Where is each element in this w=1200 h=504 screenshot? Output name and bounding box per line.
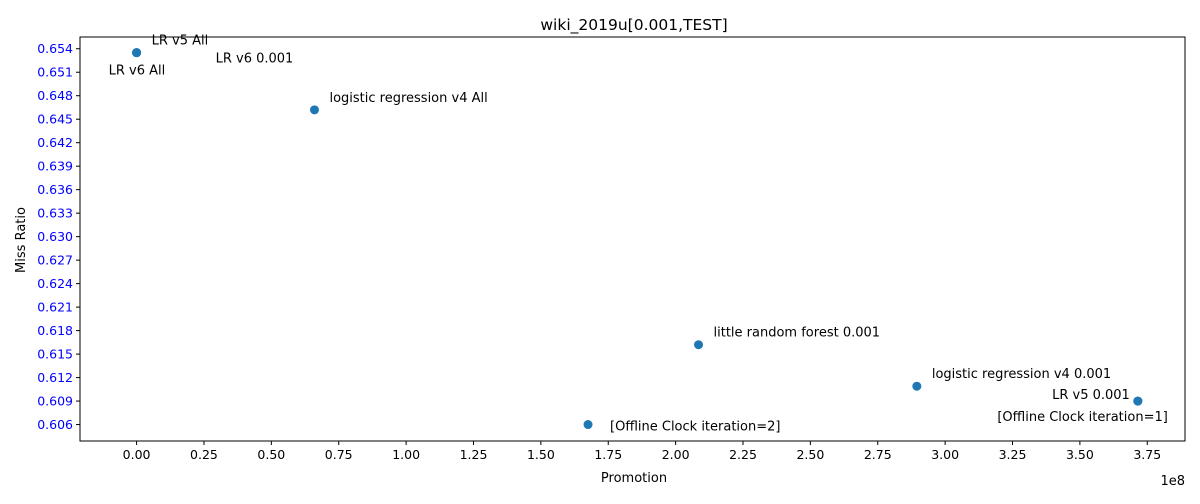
y-tick-label: 0.654 (37, 41, 73, 56)
point-label: [Offline Clock iteration=2] (610, 420, 780, 435)
y-tick-label: 0.627 (37, 253, 73, 268)
y-tick-label: 0.618 (37, 323, 73, 338)
x-axis-offset-label: 1e8 (1160, 474, 1185, 489)
y-tick-label: 0.630 (37, 229, 73, 244)
x-tick-label: 1.50 (527, 447, 555, 462)
x-tick-label: 0.75 (325, 447, 353, 462)
x-axis-ticks: 0.00 0.25 0.50 0.75 1.00 1.25 1.50 1.75 2.00 2.25… (123, 441, 1161, 462)
y-tick-label: 0.642 (37, 135, 73, 150)
x-tick-label: 2.50 (796, 447, 824, 462)
x-tick-label: 3.25 (999, 447, 1027, 462)
data-point (1133, 396, 1143, 406)
data-point (309, 105, 319, 115)
x-tick-label: 2.75 (864, 447, 892, 462)
point-label: LR v6 All (109, 64, 166, 79)
y-tick-label: 0.633 (37, 206, 73, 221)
y-tick-label: 0.612 (37, 370, 73, 385)
data-point (583, 420, 593, 430)
x-tick-label: 0.50 (257, 447, 285, 462)
y-axis-label: Miss Ratio (14, 207, 29, 273)
x-tick-label: 3.00 (931, 447, 959, 462)
y-tick-label: 0.651 (37, 65, 73, 80)
point-label: little random forest 0.001 (714, 326, 881, 341)
x-tick-label: 3.50 (1066, 447, 1094, 462)
y-tick-label: 0.615 (37, 347, 73, 362)
y-tick-label: 0.609 (37, 394, 73, 409)
x-tick-label: 2.25 (729, 447, 757, 462)
y-tick-label: 0.639 (37, 159, 73, 174)
data-points (132, 48, 1143, 430)
data-point (694, 340, 704, 350)
point-label: LR v6 0.001 (216, 52, 294, 67)
y-tick-label: 0.648 (37, 88, 73, 103)
point-label: LR v5 All (152, 34, 209, 49)
point-label: LR v5 0.001 (1052, 388, 1130, 403)
x-tick-label: 3.75 (1133, 447, 1161, 462)
data-point (132, 48, 142, 58)
point-label: [Offline Clock iteration=1] (997, 410, 1167, 425)
y-axis-ticks: 0.606 0.609 0.612 0.615 0.618 0.621 0.624 0.627… (37, 41, 80, 432)
point-labels: LR v5 All LR v6 All LR v6 0.001 logistic re… (109, 34, 1168, 435)
chart-title: wiki_2019u[0.001,TEST] (540, 16, 727, 35)
y-tick-label: 0.624 (37, 276, 73, 291)
x-tick-label: 1.25 (460, 447, 488, 462)
y-tick-label: 0.606 (37, 417, 73, 432)
data-point (912, 381, 922, 391)
x-tick-label: 1.75 (594, 447, 622, 462)
y-tick-label: 0.645 (37, 112, 73, 127)
x-tick-label: 1.00 (392, 447, 420, 462)
x-tick-label: 2.00 (662, 447, 690, 462)
x-tick-label: 0.00 (123, 447, 151, 462)
y-tick-label: 0.636 (37, 182, 73, 197)
x-axis-label: Promotion (601, 471, 667, 486)
point-label: logistic regression v4 All (329, 91, 487, 106)
y-tick-label: 0.621 (37, 300, 73, 315)
point-label: logistic regression v4 0.001 (932, 367, 1111, 382)
plot-frame (79, 36, 1186, 442)
x-tick-label: 0.25 (190, 447, 218, 462)
